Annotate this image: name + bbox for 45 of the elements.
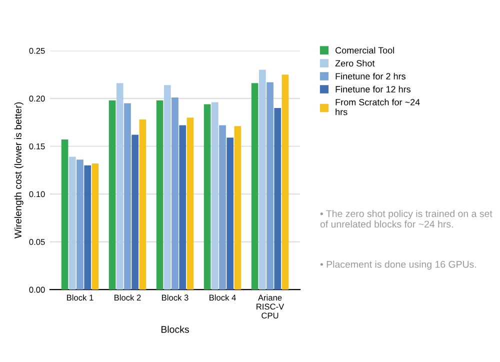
x-axis-title: Blocks [161,326,189,333]
y-tick-label: 0.00 [29,286,45,293]
x-tick-label: Block 4 [210,294,236,301]
text: • The zero shot policy is trained on a set of unrelated blocks for ~24 hrs. [320,210,492,228]
legend-label: Comercial Tool [336,46,394,54]
bar [258,70,266,290]
bar [282,74,289,290]
bar [61,140,68,290]
bar [234,126,242,290]
legend-label: Zero Shot [335,60,375,67]
bar [92,163,99,290]
x-tick-label: Ariane RISC-V CPU [256,294,284,319]
bar [219,125,226,290]
bar [156,100,164,290]
x-tick-label: Block 1 [67,294,94,301]
y-tick-label: 0.10 [29,191,45,198]
legend-label: Finetune for 12 hrs [336,86,411,92]
bar [179,125,186,290]
legend-label: Finetune for 2 hrs [336,72,406,80]
bar [211,102,218,290]
y-tick-label: 0.25 [29,48,45,54]
y-tick-label: 0.05 [29,239,45,245]
bar [124,103,131,290]
bar [186,118,194,290]
bar [68,156,76,290]
bar [164,85,171,290]
x-tick-label: Block 2 [114,294,141,301]
bar [116,83,124,290]
y-tick-label: 0.15 [29,143,45,150]
y-axis-title: Wirelength cost (lower is better) [14,102,24,238]
bar [266,82,274,290]
bar [226,138,234,290]
x-tick-label: Block 3 [162,294,188,301]
bar [108,100,116,290]
y-tick-label: 0.20 [29,96,45,102]
bar [84,165,92,290]
bar [274,108,282,290]
bar [139,119,146,290]
bar [76,160,84,290]
bar [251,83,258,290]
legend-label: From Scratch for ~24 hrs [336,98,420,116]
text: • Placement is done using 16 GPUs. [320,260,476,270]
bar [132,134,139,290]
bar [204,104,211,290]
bar [172,98,178,290]
